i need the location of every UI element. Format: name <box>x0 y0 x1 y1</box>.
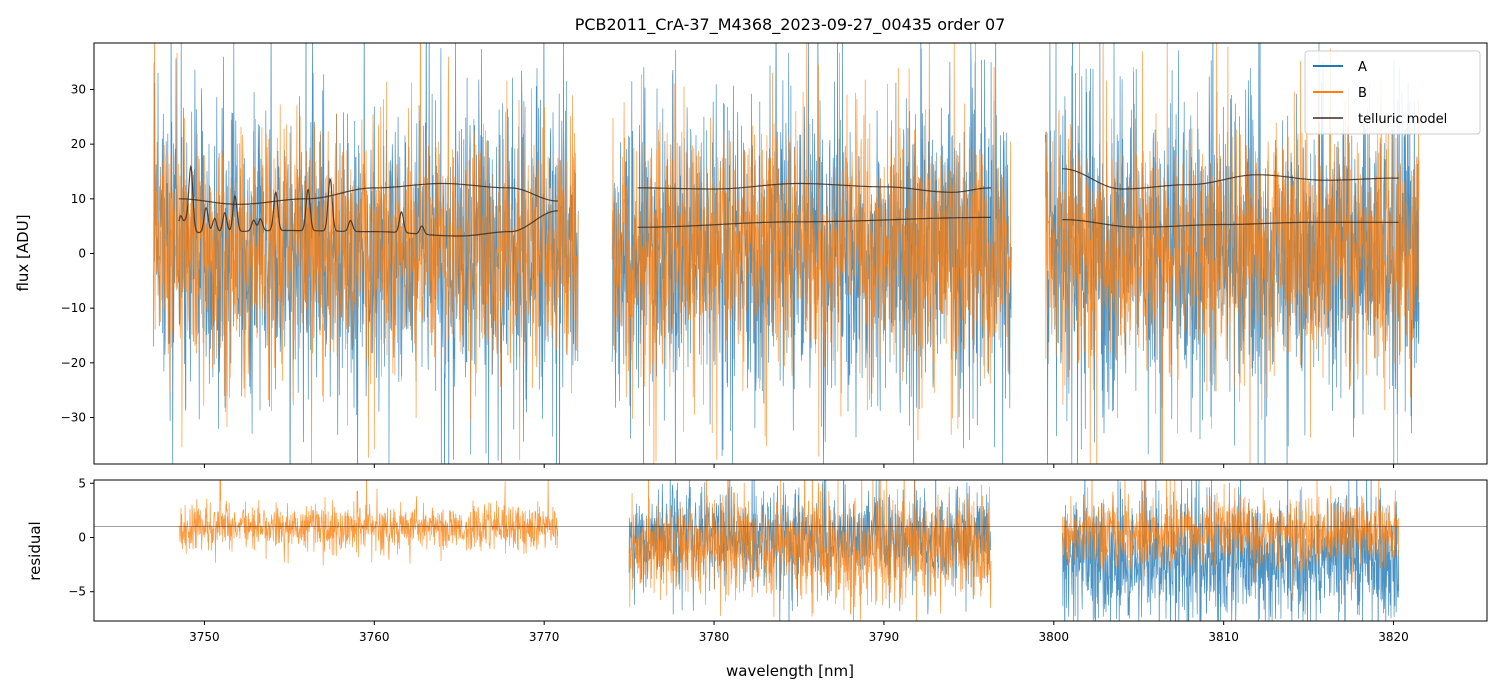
x-tick-label: 3750 <box>189 630 220 644</box>
x-tick-label: 3810 <box>1208 630 1239 644</box>
x-tick-label: 3820 <box>1378 630 1409 644</box>
residual-x-ticks: 3750 3760 3770 3780 3790 3800 3810 3820 <box>189 621 1409 644</box>
series-b-segment-2 <box>611 43 1012 464</box>
residual-panel: −5 0 5 3750 3760 3770 3780 3790 3800 3810 3820 re… <box>26 476 1488 644</box>
telluric-upper-curve-1 <box>178 182 558 205</box>
x-tick-label: 3780 <box>699 630 730 644</box>
telluric-lower-curve-3 <box>1062 219 1399 228</box>
y-tick-label: 20 <box>71 137 86 151</box>
y-tick-label: −5 <box>68 585 86 599</box>
y-tick-label: 10 <box>71 192 86 206</box>
y-tick-label: −20 <box>61 356 86 370</box>
telluric-lower-curve-1 <box>178 164 558 237</box>
x-axis-label: wavelength [nm] <box>726 662 854 680</box>
legend-box <box>1304 50 1481 135</box>
flux-y-axis-label: flux [ADU] <box>14 214 32 291</box>
residual-series-b <box>178 480 1400 621</box>
chart-title: PCB2011_CrA-37_M4368_2023-09-27_00435 or… <box>575 15 1006 35</box>
flux-plot-area <box>153 43 1420 464</box>
residual-plot-area <box>94 480 1487 621</box>
y-tick-label: 5 <box>78 476 86 490</box>
series-b-segment-1 <box>153 43 579 464</box>
series-b-segment-3 <box>1044 43 1420 464</box>
flux-y-ticks: −30 −20 −10 0 10 20 30 <box>61 82 94 425</box>
residual-y-ticks: −5 0 5 <box>68 476 94 599</box>
telluric-model <box>178 164 1399 237</box>
legend-label-b: B <box>1358 86 1367 101</box>
telluric-lower-curve-2 <box>637 216 991 228</box>
flux-x-ticks <box>203 464 1395 468</box>
x-tick-label: 3770 <box>529 630 560 644</box>
y-tick-label: 0 <box>78 247 86 261</box>
legend-label-telluric: telluric model <box>1358 112 1447 127</box>
y-tick-label: 30 <box>71 82 86 96</box>
residual-a-segment-2 <box>628 480 992 621</box>
y-tick-label: −10 <box>61 301 86 315</box>
residual-b-segment-1 <box>178 480 559 566</box>
legend: A B telluric model <box>1304 50 1481 135</box>
x-tick-label: 3790 <box>869 630 900 644</box>
legend-label-a: A <box>1358 60 1367 75</box>
y-tick-label: −30 <box>61 411 86 425</box>
flux-panel: −30 −20 −10 0 10 20 30 flux [ADU] <box>14 42 1488 468</box>
residual-b-segment-2 <box>628 480 992 621</box>
y-tick-label: 0 <box>78 530 86 544</box>
residual-axes-frame <box>93 479 1488 622</box>
residual-y-axis-label: residual <box>26 521 44 580</box>
x-tick-label: 3760 <box>359 630 390 644</box>
telluric-upper-curve-2 <box>637 182 991 193</box>
residual-b-segment-3 <box>1061 480 1400 602</box>
telluric-upper-curve-3 <box>1062 168 1399 190</box>
series-b <box>153 43 1420 464</box>
x-tick-label: 3800 <box>1039 630 1070 644</box>
